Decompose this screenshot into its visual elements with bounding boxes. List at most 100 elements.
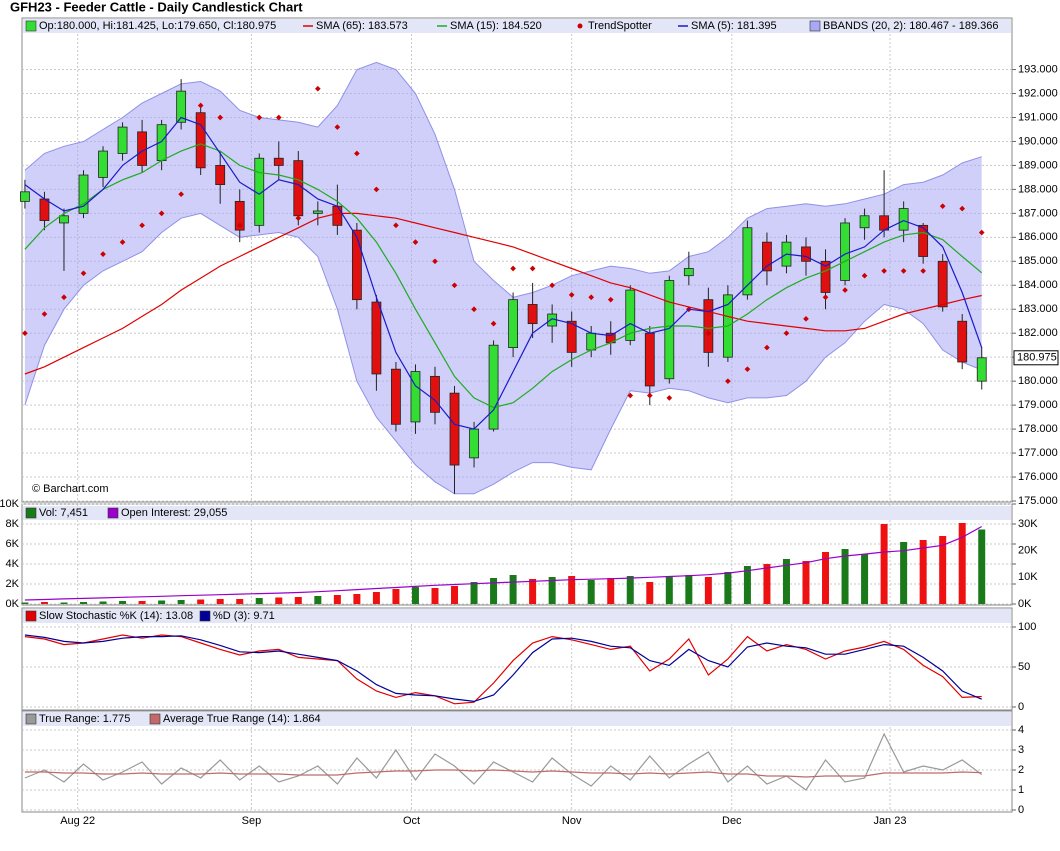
trend-dot: [197, 102, 204, 109]
indicator-line: [24, 525, 982, 601]
volume-bar: [21, 602, 29, 604]
volume-bar: [509, 575, 517, 604]
volume-bar: [99, 601, 107, 604]
y-tick-label: 2K: [6, 578, 20, 590]
volume-bar: [782, 559, 790, 604]
candle-body: [527, 304, 538, 325]
volume-bar: [626, 576, 634, 604]
legend-marker: [25, 507, 37, 519]
legend-marker: [107, 507, 119, 519]
candle-body: [820, 260, 831, 293]
volume-bar: [197, 599, 205, 604]
trend-dot: [354, 150, 360, 157]
legend-marker: [577, 23, 583, 29]
bollinger-upper: [24, 61, 982, 298]
volume-bar: [743, 566, 751, 604]
trend-dot: [80, 270, 87, 277]
y-tick-label: 3: [1018, 744, 1024, 756]
candle-body: [449, 392, 460, 466]
candle-body: [586, 332, 597, 351]
volume-bar: [431, 588, 439, 604]
volume-bar: [958, 523, 966, 604]
trend-dot: [646, 392, 653, 399]
volume-bar: [665, 577, 673, 604]
trend-dot: [607, 296, 614, 303]
trend-dot: [412, 239, 419, 245]
legend-marker: [199, 610, 211, 622]
volume-bar: [275, 597, 283, 604]
volume-bar: [490, 578, 498, 604]
volume-bar: [841, 549, 849, 604]
volume-bar: [314, 596, 322, 604]
volume-bar: [138, 601, 146, 604]
trend-dot: [783, 330, 790, 337]
candle-body: [78, 174, 89, 214]
y-tick-label: 0: [1018, 804, 1024, 816]
y-tick-label: 0: [1018, 701, 1024, 713]
volume-bar: [587, 580, 595, 604]
volume-bar: [119, 601, 127, 604]
trend-dot: [510, 265, 516, 272]
candle-body: [840, 222, 850, 281]
trend-dot: [764, 344, 770, 351]
candle-body: [391, 368, 401, 425]
candle-body: [683, 268, 694, 277]
candle-body: [137, 131, 147, 166]
legend-label: True Range: 1.775: [39, 713, 130, 725]
y-tick-label: 100: [1018, 621, 1036, 633]
volume-bar: [568, 576, 576, 604]
legend-marker: [809, 20, 821, 32]
candle-body: [332, 205, 343, 226]
x-tick-label: Jan 23: [873, 815, 906, 827]
y-tick-label: 191.000: [1018, 111, 1058, 123]
volume-bar: [392, 589, 400, 604]
candle-body: [957, 320, 968, 363]
legend-label: Open Interest: 29,055: [121, 507, 227, 519]
plot-area: [24, 732, 983, 791]
candle-body: [98, 150, 108, 178]
panel: 0 1 2 3 4 True Range: 1.775 Average True Range…: [21, 710, 1024, 816]
candle-body: [371, 301, 382, 375]
trend-dot: [900, 268, 907, 274]
trend-dot: [822, 294, 829, 301]
y-tick-label: 186.000: [1018, 231, 1058, 243]
candle-body: [176, 90, 187, 123]
trend-dot: [939, 203, 946, 210]
volume-bar: [822, 552, 830, 604]
indicator-line: [24, 732, 983, 791]
y-tick-label: 182.000: [1018, 327, 1058, 339]
y-tick-label: 180.000: [1018, 375, 1058, 387]
candle-body: [625, 289, 636, 341]
volume-bar: [372, 592, 380, 604]
y-tick-label: 177.000: [1018, 447, 1058, 459]
y-tick-label: 185.000: [1018, 255, 1058, 267]
legend-marker: [25, 610, 37, 622]
volume-bar: [470, 582, 478, 604]
last-price-box: [1013, 350, 1059, 366]
panel: 0 50 100 Slow Stochastic %K (14): 13.08 %D (…: [21, 607, 1036, 713]
legend-label: SMA (65): 183.573: [316, 20, 408, 32]
y-tick-label: 10K: [0, 498, 20, 510]
trend-dot: [139, 222, 145, 229]
volume-bar: [294, 597, 302, 604]
y-tick-label: 188.000: [1018, 183, 1058, 195]
volume-bar: [353, 594, 361, 604]
x-tick-label: Aug 22: [60, 815, 95, 827]
trend-dot: [158, 210, 165, 217]
indicator-line: [24, 634, 982, 705]
legend-label: Op:180.000, Hi:181.425, Lo:179.650, Cl:1…: [39, 20, 276, 32]
candle-body: [430, 375, 440, 413]
candle-body: [234, 200, 245, 231]
trend-dot: [334, 124, 341, 130]
volume-bar: [900, 542, 908, 604]
x-tick-label: Oct: [403, 815, 420, 827]
candle-body: [859, 215, 870, 229]
y-tick-label: 50: [1018, 661, 1030, 673]
legend-label: TrendSpotter: [588, 20, 652, 32]
trend-dot: [373, 186, 380, 193]
y-tick-label: 179.000: [1018, 399, 1058, 411]
legend-label: SMA (5): 181.395: [691, 20, 777, 32]
candle-body: [410, 371, 421, 423]
trend-dot: [744, 366, 751, 372]
